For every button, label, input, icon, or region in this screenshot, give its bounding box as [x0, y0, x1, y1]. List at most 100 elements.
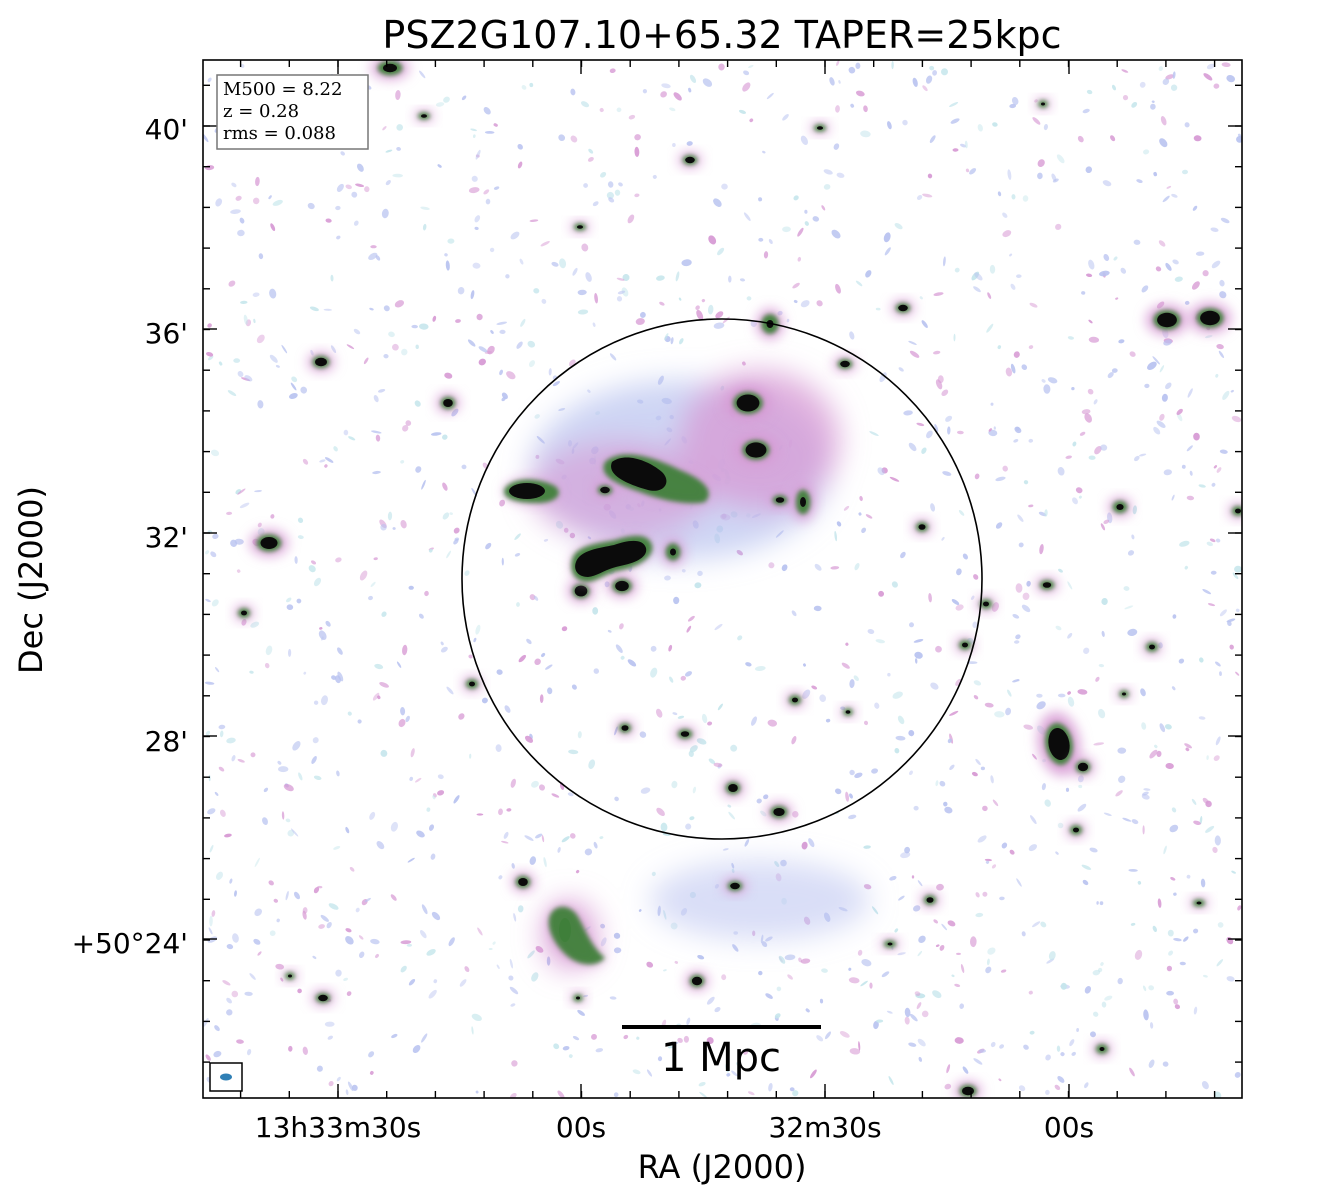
noise-speckle	[241, 619, 247, 626]
noise-speckle	[252, 292, 260, 297]
noise-speckle	[623, 1034, 629, 1040]
noise-speckle	[673, 596, 680, 605]
noise-speckle	[493, 186, 500, 190]
noise-speckle	[916, 422, 925, 427]
radio-source	[678, 152, 702, 168]
noise-speckle	[211, 910, 216, 917]
noise-speckle	[881, 971, 890, 978]
noise-speckle	[825, 718, 831, 723]
noise-speckle	[207, 355, 214, 361]
noise-speckle	[469, 753, 472, 759]
noise-speckle	[707, 304, 714, 315]
source-core	[845, 710, 851, 714]
noise-speckle	[226, 737, 236, 744]
noise-speckle	[1000, 969, 1007, 973]
noise-speckle	[1193, 135, 1202, 142]
noise-speckle	[1162, 1061, 1169, 1067]
noise-speckle	[1028, 438, 1034, 443]
noise-speckle	[426, 949, 436, 956]
noise-speckle	[1184, 743, 1193, 749]
noise-speckle	[1081, 864, 1092, 870]
noise-speckle	[1158, 66, 1163, 72]
noise-speckle	[677, 715, 685, 719]
noise-speckle	[1098, 663, 1105, 668]
noise-speckle	[894, 748, 900, 754]
noise-speckle	[213, 1050, 222, 1058]
noise-speckle	[994, 711, 1005, 718]
noise-speckle	[685, 823, 692, 830]
noise-speckle	[730, 744, 738, 752]
noise-speckle	[498, 875, 503, 880]
bright-bridge-core	[575, 540, 647, 577]
noise-speckle	[792, 811, 799, 818]
noise-speckle	[355, 183, 365, 188]
noise-speckle	[1038, 511, 1047, 517]
noise-speckle	[670, 337, 674, 345]
noise-speckle	[543, 857, 547, 868]
noise-speckle	[509, 986, 519, 995]
noise-speckle	[472, 262, 481, 269]
noise-speckle	[244, 991, 253, 996]
noise-speckle	[1093, 742, 1105, 746]
noise-speckle	[313, 700, 319, 705]
source-core	[926, 897, 934, 903]
noise-speckle	[1088, 259, 1095, 270]
noise-speckle	[567, 792, 574, 797]
noise-speckle	[1043, 384, 1051, 394]
noise-speckle	[897, 715, 905, 725]
noise-speckle	[467, 339, 476, 347]
source-core	[1149, 644, 1155, 650]
noise-speckle	[388, 331, 395, 338]
noise-speckle	[874, 702, 880, 709]
noise-speckle	[1129, 1067, 1135, 1077]
noise-speckle	[718, 63, 725, 71]
noise-speckle	[869, 982, 873, 989]
noise-speckle	[798, 957, 803, 963]
noise-speckle	[1172, 614, 1177, 619]
noise-speckle	[1118, 775, 1126, 783]
noise-speckle	[1057, 1075, 1065, 1083]
noise-speckle	[689, 74, 697, 84]
noise-speckle	[345, 936, 354, 945]
noise-speckle	[212, 533, 219, 540]
noise-speckle	[639, 731, 647, 738]
noise-speckle	[1036, 701, 1046, 710]
noise-speckle	[595, 1048, 604, 1053]
noise-speckle	[478, 346, 488, 353]
noise-speckle	[281, 344, 288, 354]
noise-speckle	[358, 951, 365, 959]
noise-speckle	[374, 663, 384, 670]
noise-speckle	[908, 340, 917, 345]
noise-speckle	[593, 841, 598, 849]
noise-speckle	[249, 670, 254, 674]
noise-speckle	[1159, 365, 1165, 373]
noise-speckle	[1155, 266, 1162, 272]
noise-speckle	[587, 389, 591, 393]
noise-speckle	[1210, 227, 1219, 232]
noise-speckle	[1013, 351, 1020, 358]
noise-speckle	[414, 400, 421, 407]
noise-speckle	[428, 548, 433, 553]
noise-speckle	[292, 741, 301, 751]
noise-speckle	[960, 143, 967, 148]
noise-speckle	[402, 425, 409, 432]
noise-speckle	[1199, 816, 1203, 825]
noise-speckle	[454, 537, 460, 541]
noise-speckle	[706, 996, 715, 1005]
noise-speckle	[285, 597, 292, 603]
noise-speckle	[1227, 620, 1232, 627]
noise-speckle	[894, 222, 903, 230]
noise-speckle	[990, 775, 994, 784]
noise-speckle	[561, 836, 570, 843]
noise-speckle	[1221, 62, 1231, 68]
source-core	[1048, 727, 1070, 761]
noise-speckle	[1067, 336, 1074, 340]
noise-speckle	[701, 298, 706, 303]
noise-speckle	[683, 1035, 690, 1043]
noise-speckle	[291, 376, 298, 383]
noise-speckle	[481, 697, 488, 704]
source-core	[621, 725, 629, 731]
noise-speckle	[695, 305, 700, 311]
plot-title: PSZ2G107.10+65.32 TAPER=25kpc	[382, 13, 1061, 57]
